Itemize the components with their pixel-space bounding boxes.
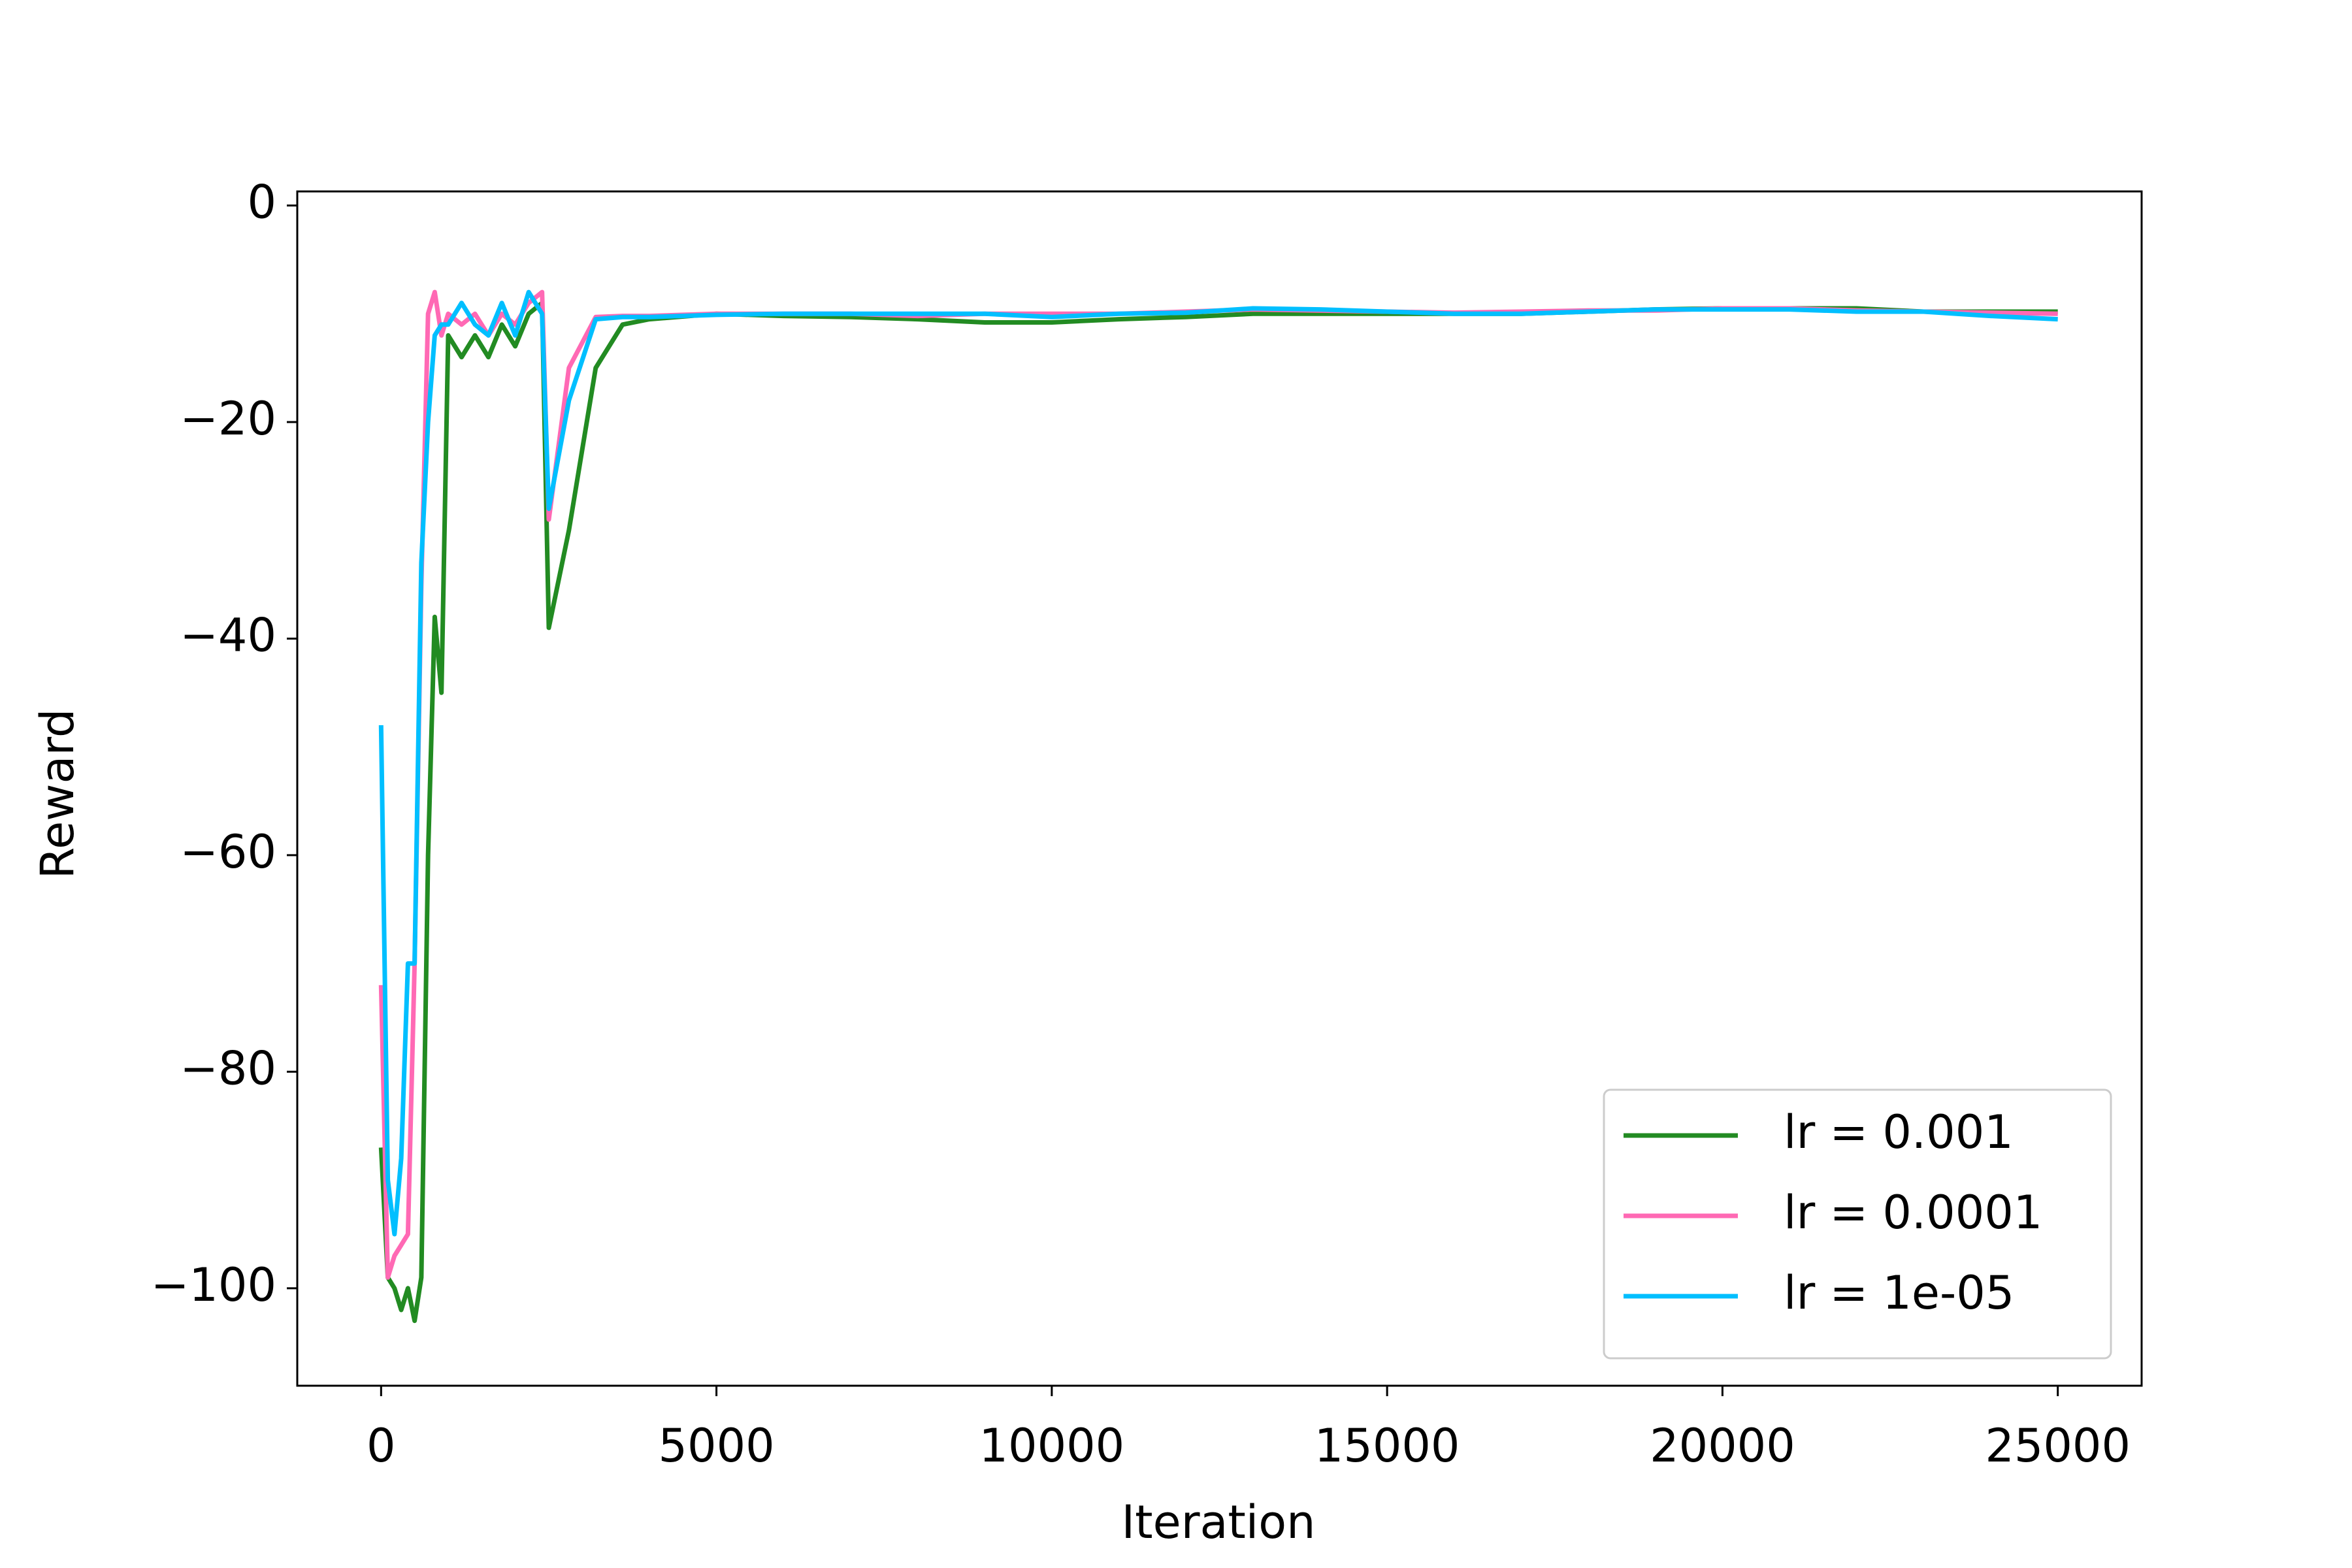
legend-label: lr = 0.001: [1784, 1105, 2014, 1159]
x-axis-label: Iteration: [1122, 1495, 1316, 1549]
legend-box: [1603, 1088, 2112, 1360]
plot-frame: [296, 190, 2143, 1387]
y-axis-label: Reward: [31, 709, 84, 879]
series-line: [378, 289, 2058, 1237]
y-tick-label: 0: [247, 176, 276, 229]
x-tick-label: 20000: [1650, 1419, 1795, 1473]
legend-label: lr = 1e-05: [1784, 1266, 2014, 1320]
x-tick-label: 25000: [1985, 1419, 2131, 1473]
y-tick-label: −40: [180, 608, 276, 662]
y-tick-label: −60: [180, 825, 276, 879]
y-tick-label: −100: [151, 1258, 276, 1312]
x-tick-label: 0: [367, 1419, 396, 1473]
legend-label: lr = 0.0001: [1784, 1186, 2042, 1239]
x-tick-label: 15000: [1315, 1419, 1460, 1473]
y-tick-label: −20: [180, 392, 276, 446]
y-tick-label: −80: [180, 1041, 276, 1095]
x-tick-label: 5000: [659, 1419, 775, 1473]
x-tick-label: 10000: [979, 1419, 1125, 1473]
